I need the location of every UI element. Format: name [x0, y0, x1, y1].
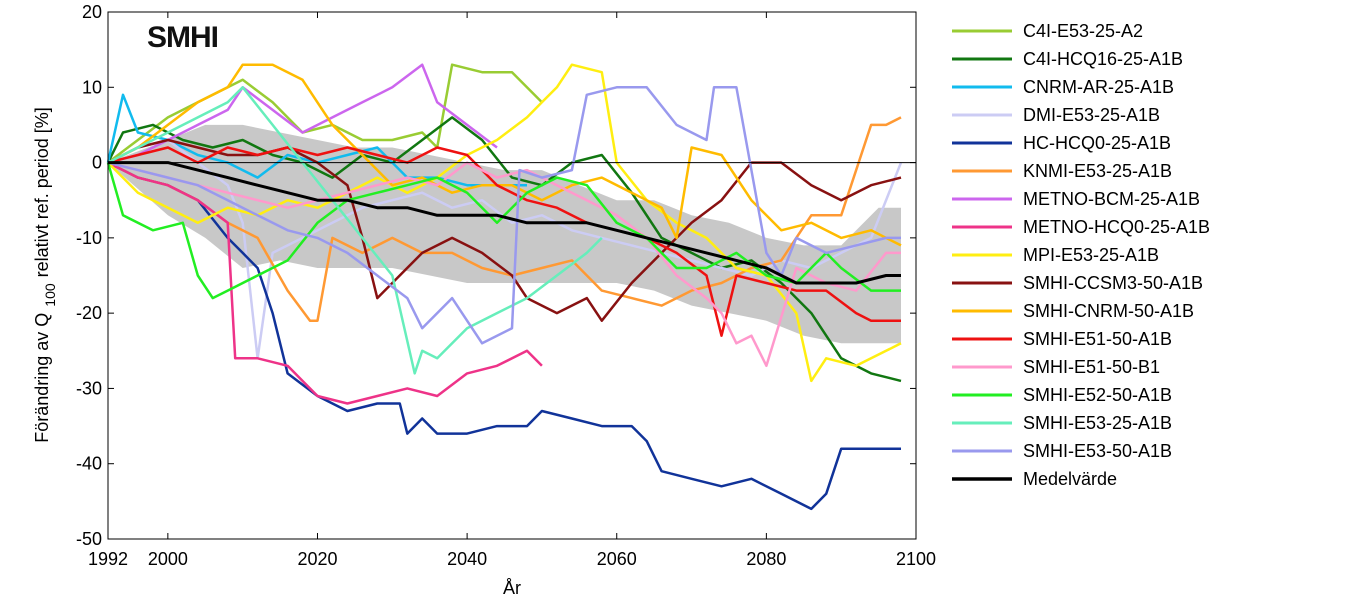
- y-tick-label: 0: [92, 153, 102, 173]
- legend-label: SMHI-CCSM3-50-A1B: [1023, 273, 1203, 293]
- x-tick-label: 2020: [297, 549, 337, 569]
- y-axis-label-rest: relativt ref. period [%]: [32, 107, 52, 277]
- legend-label: SMHI-E53-50-A1B: [1023, 441, 1172, 461]
- legend-label: Medelvärde: [1023, 469, 1117, 489]
- legend-label: SMHI-CNRM-50-A1B: [1023, 301, 1194, 321]
- legend-label: MPI-E53-25-A1B: [1023, 245, 1159, 265]
- series-line-10: [107, 63, 902, 247]
- smhi-logo: SMHI: [147, 21, 218, 54]
- series-line-14: [107, 86, 603, 375]
- x-axis: 1992 2000 2020 2040 2060 2080 2100: [88, 12, 936, 569]
- series-line-5: [107, 116, 902, 322]
- y-tick-label: -50: [76, 529, 102, 549]
- x-tick-label: 2080: [746, 549, 786, 569]
- legend-label: DMI-E53-25-A1B: [1023, 105, 1160, 125]
- y-axis-label: Förändring av Q 100 relativt ref. period […: [32, 107, 58, 443]
- series-line-15: [107, 86, 901, 345]
- series-line-4: [107, 161, 901, 511]
- y-tick-label: -20: [76, 303, 102, 323]
- y-tick-label: 10: [82, 77, 102, 97]
- x-tick-label: 2100: [896, 549, 936, 569]
- legend-label: C4I-E53-25-A2: [1023, 21, 1143, 41]
- y-tick-label: 20: [82, 2, 102, 22]
- legend: C4I-E53-25-A2 C4I-HCQ16-25-A1B CNRM-AR-25-…: [952, 21, 1210, 489]
- legend-label: SMHI-E51-50-A1B: [1023, 329, 1172, 349]
- series-line-16: [108, 161, 901, 285]
- x-axis-label: År: [503, 578, 521, 598]
- plot-frame: [107, 11, 917, 540]
- x-tick-label: 2060: [597, 549, 637, 569]
- y-axis-label-subscript: 100: [42, 283, 58, 307]
- y-tick-label: -10: [76, 228, 102, 248]
- legend-label: METNO-HCQ0-25-A1B: [1023, 217, 1210, 237]
- legend-label: KNMI-E53-25-A1B: [1023, 161, 1172, 181]
- x-tick-label: 2000: [148, 549, 188, 569]
- series-line-7: [107, 161, 543, 405]
- legend-label: SMHI-E52-50-A1B: [1023, 385, 1172, 405]
- series-line-13: [106, 162, 901, 300]
- legend-label: HC-HCQ0-25-A1B: [1023, 133, 1171, 153]
- legend-label: METNO-BCM-25-A1B: [1023, 189, 1200, 209]
- y-tick-label: -30: [76, 378, 102, 398]
- x-tick-label: 1992: [88, 549, 128, 569]
- legend-label: CNRM-AR-25-A1B: [1023, 77, 1174, 97]
- series-line-6: [107, 63, 498, 164]
- series-line-11: [107, 146, 901, 337]
- x-tick-label: 2040: [447, 549, 487, 569]
- y-tick-label: -40: [76, 454, 102, 474]
- series-line-1: [106, 116, 902, 383]
- y-axis-label-main: Förändring av Q: [32, 313, 52, 443]
- legend-label: SMHI-E51-50-B1: [1023, 357, 1160, 377]
- legend-label: C4I-HCQ16-25-A1B: [1023, 49, 1183, 69]
- series-lines: [106, 63, 903, 511]
- y-axis: 20 10 0 -10 -20 -30 -40 -50: [76, 2, 916, 549]
- legend-label: SMHI-E53-25-A1B: [1023, 413, 1172, 433]
